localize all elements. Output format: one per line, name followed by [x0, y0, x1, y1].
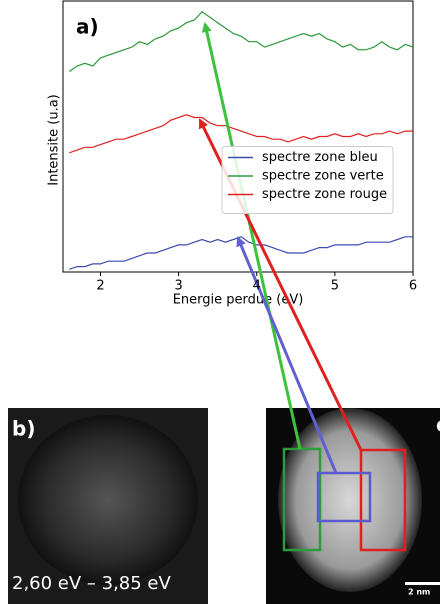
scale-label: 2 nm	[408, 588, 430, 597]
panel-label: a)	[76, 15, 99, 39]
x-tick-label: 5	[331, 279, 339, 294]
legend-box	[221, 146, 394, 214]
x-tick-label: 2	[96, 279, 104, 294]
legend-label: spectre zone rouge	[262, 187, 387, 202]
series-line	[69, 114, 413, 154]
panel-label: b)	[12, 417, 35, 441]
legend-label: spectre zone bleu	[262, 150, 378, 165]
legend: spectre zone bleu spectre zone verte spect…	[221, 146, 394, 214]
series-group	[68, 11, 414, 270]
x-tick-label: 4	[253, 279, 261, 294]
y-axis-label: Intensite (u.a)	[47, 94, 62, 186]
arrow	[201, 22, 302, 450]
plot-frame	[62, 0, 414, 273]
x-tick-label: 3	[174, 279, 182, 294]
panel-label: c	[436, 413, 440, 437]
x-axis-label: Energie perdue (eV)	[173, 293, 304, 308]
blue-zone	[316, 471, 372, 523]
image-b-signal	[18, 415, 198, 585]
series-line	[68, 11, 414, 72]
green-zone	[282, 447, 322, 552]
legend-label: spectre zone verte	[262, 169, 384, 184]
x-tick-label: 6	[409, 279, 417, 294]
particle	[278, 408, 422, 592]
scale-bar	[405, 582, 440, 585]
energy-caption: 2,60 eV – 3,85 eV	[12, 573, 172, 594]
red-zone	[359, 448, 407, 552]
arrow	[236, 236, 338, 474]
